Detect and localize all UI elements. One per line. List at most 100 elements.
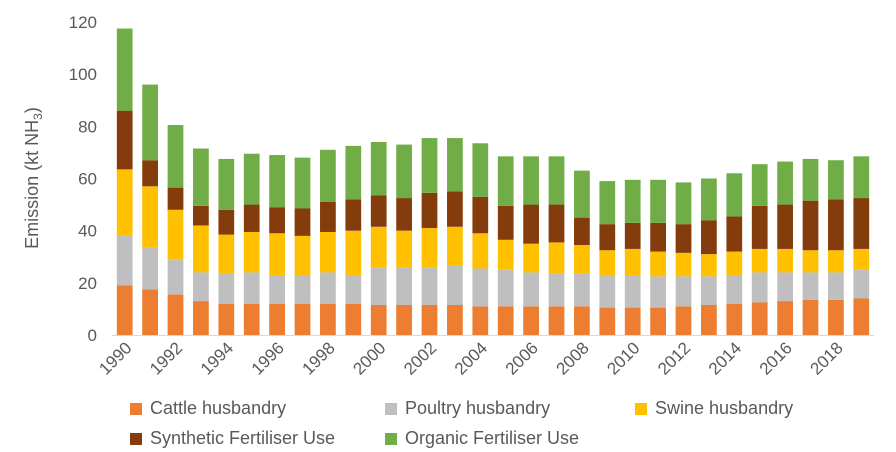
legend-item-0: Cattle husbandry [130,398,286,419]
bar-segment-2010-1 [624,275,641,308]
bar-segment-1993-4 [193,148,209,206]
x-tick-label: 2002 [400,338,440,378]
x-tick-label: 2000 [349,338,389,378]
x-tick-label: 2010 [603,338,643,378]
y-axis-label-end: ) [22,107,42,113]
bar-segment-1993-2 [193,225,209,273]
bar-segment-2006-2 [523,243,539,273]
bar-segment-2014-0 [726,303,743,335]
bar-segment-2015-2 [751,248,768,273]
x-tick-label: 2012 [654,338,694,378]
bar-segment-2014-1 [726,275,743,304]
y-tick-label: 120 [69,13,97,32]
bar-segment-2017-1 [802,272,819,300]
legend-item-1: Poultry husbandry [385,398,550,419]
x-tick-label: 2004 [451,338,491,378]
legend-label: Cattle husbandry [150,398,287,418]
bar-segment-2006-1 [523,272,539,307]
x-tick-label: 2018 [807,338,847,378]
legend-swatch [385,432,397,445]
bar-segment-1997-0 [294,303,311,335]
bar-segment-2005-3 [497,205,514,240]
bar-segment-2009-4 [599,181,616,225]
bar-segment-2010-3 [624,222,641,249]
bar-segment-1992-0 [167,294,184,335]
bar-segment-2019-4 [853,156,870,199]
bar-segment-2000-4 [370,141,387,196]
bar-segment-1999-1 [345,275,362,304]
bar-segment-1998-1 [320,272,336,304]
bar-segment-2009-3 [599,224,616,251]
bar-segment-1998-0 [320,303,336,335]
bar-segment-2010-2 [624,248,641,276]
bar-segment-1990-0 [116,285,133,335]
bar-segment-2013-1 [701,276,717,305]
bar-segment-1998-3 [320,201,336,232]
bar-segment-2004-4 [472,143,489,197]
bar-segment-2007-1 [548,273,565,307]
y-tick-label: 80 [78,117,97,136]
x-tick-label: 1998 [299,338,339,378]
bar-segment-1995-4 [243,153,260,205]
bar-segment-2013-2 [701,254,717,277]
bar-segment-2017-2 [802,250,819,273]
x-tick-label: 1996 [248,338,288,378]
bar-segment-2000-3 [370,195,387,227]
bar-segment-2011-2 [650,251,666,277]
bar-segment-2008-1 [574,273,590,307]
bar-segment-2016-4 [777,161,793,205]
bar-segment-1992-1 [167,259,184,295]
chart: 0 20 40 60 80 100 120 1990 1992 1994 1996 1998 2000… [22,13,874,379]
bar-segment-2001-2 [396,230,412,268]
bar-segment-1999-4 [345,145,362,200]
bar-segment-1997-4 [294,157,311,209]
bar-segment-2007-3 [548,204,565,243]
bar-segment-2015-4 [751,164,768,206]
bar-segment-1998-2 [320,231,336,273]
bar-segment-1991-2 [142,186,158,248]
bar-segment-2004-3 [472,196,489,234]
bar-segment-2018-3 [828,199,844,251]
legend-label: Poultry husbandry [405,398,551,418]
bar-segment-2017-3 [802,200,819,251]
bar-segment-2011-4 [650,179,666,223]
bar-segment-1998-4 [320,149,336,202]
bar-segment-2000-2 [370,226,387,268]
bar-segment-2018-1 [828,272,844,300]
legend-item-3: Synthetic Fertiliser Use [130,428,335,449]
bar-segment-1999-3 [345,199,362,231]
bar-segment-2013-4 [701,178,717,221]
bar-segment-2006-0 [523,306,539,335]
bar-segment-2019-3 [853,198,870,249]
legend-label: Swine husbandry [655,398,794,418]
bar-segment-2008-4 [574,170,590,218]
bar-segment-2000-0 [370,305,387,335]
bar-segment-2014-2 [726,251,743,275]
bar-segment-1995-0 [243,303,260,335]
bar-segment-1990-3 [116,110,133,170]
bar-segment-2008-3 [574,217,590,246]
y-axis-ticks: 0 20 40 60 80 100 120 [69,13,97,345]
bar-segment-1997-1 [294,275,311,304]
bar-segment-2001-0 [396,305,412,335]
bar-segment-1991-1 [142,247,158,290]
x-tick-label: 2016 [756,338,796,378]
bar-segment-2013-0 [701,305,717,335]
y-tick-label: 20 [78,274,97,293]
bar-segment-1994-4 [218,158,235,210]
bar-segment-2007-2 [548,242,565,274]
bar-segment-1994-0 [218,303,235,335]
bar-segment-1996-4 [269,155,285,208]
bar-segment-2010-4 [624,179,641,223]
bar-segment-1999-0 [345,303,362,335]
bar-segment-1996-3 [269,207,285,234]
y-tick-label: 40 [78,222,97,241]
bar-segment-2013-3 [701,220,717,255]
bar-segment-1993-3 [193,205,209,226]
bars-layer [116,28,870,335]
bar-segment-2012-1 [675,276,692,307]
legend-label: Synthetic Fertiliser Use [150,428,336,448]
bar-segment-1991-4 [142,84,158,161]
y-tick-label: 60 [78,170,97,189]
bar-segment-2004-1 [472,268,489,307]
